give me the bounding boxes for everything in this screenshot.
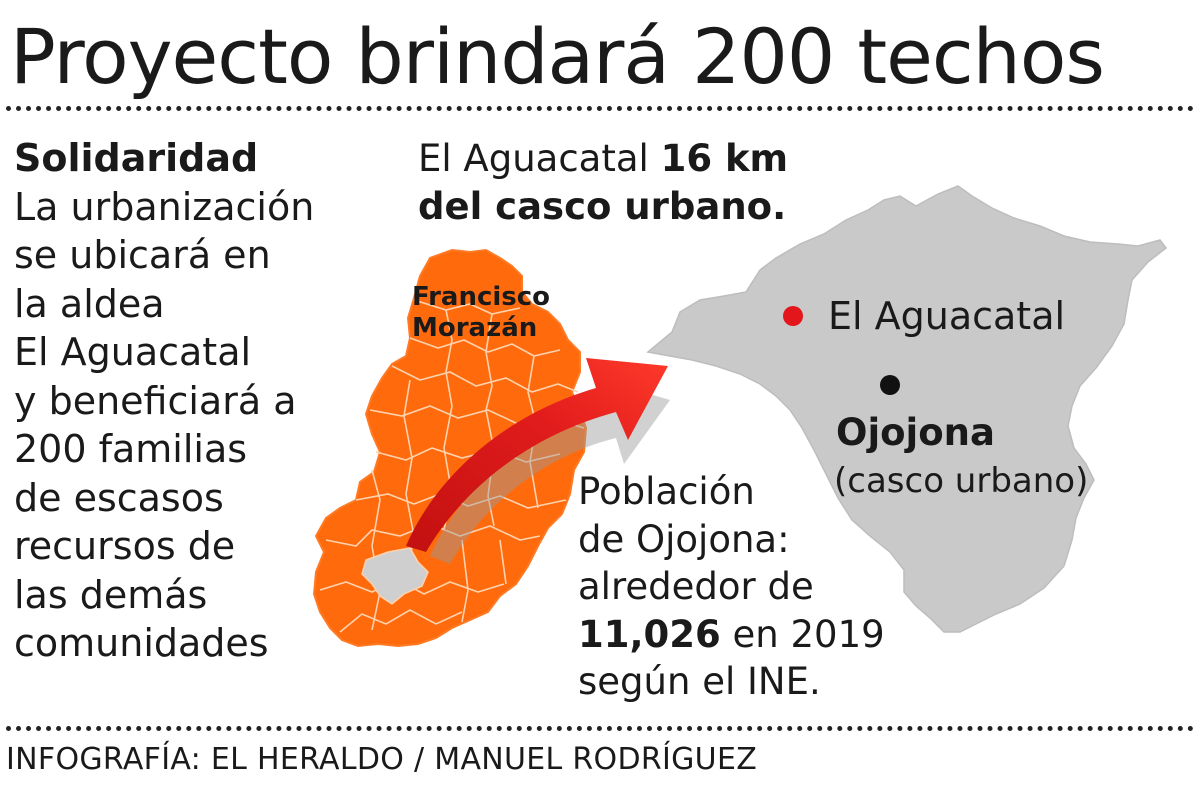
ojojona-municipality-shape: [646, 185, 1168, 633]
population-year: en 2019: [720, 612, 885, 656]
distance-km: 16 km: [660, 137, 789, 180]
francisco-morazan-department-shape: [312, 248, 588, 648]
population-number: 11,026: [578, 612, 721, 656]
side-line-1: La urbanización: [14, 184, 315, 229]
department-label-line-2: Morazán: [412, 313, 538, 343]
el-aguacatal-label: El Aguacatal: [828, 294, 1066, 338]
side-line-7: de escasos: [14, 475, 224, 520]
department-label: Francisco Morazán: [412, 282, 550, 344]
solidarity-heading: Solidaridad: [14, 136, 259, 180]
side-line-10: comunidades: [14, 621, 269, 665]
solidarity-text-block: Solidaridad La urbanización se ubicará e…: [14, 134, 314, 668]
distance-note: El Aguacatal 16 km del casco urbano.: [418, 135, 788, 231]
side-line-4: El Aguacatal: [14, 330, 252, 374]
ojojona-town-marker: [880, 375, 900, 395]
arrow-shadow: [430, 380, 670, 564]
bottom-dotted-divider: [6, 726, 1194, 731]
el-aguacatal-marker: [783, 306, 803, 326]
casco-urbano-label: (casco urbano): [834, 461, 1089, 501]
top-dotted-divider: [6, 106, 1194, 111]
population-line-2: de Ojojona:: [578, 517, 790, 561]
distance-prefix: El Aguacatal: [418, 137, 661, 180]
infographic-title: Proyecto brindará 200 techos: [10, 12, 1105, 101]
ojojona-in-department-shape: [361, 547, 429, 605]
department-label-line-1: Francisco: [412, 282, 551, 312]
side-line-5: y beneficiará a: [14, 378, 297, 423]
side-line-8: recursos de: [14, 524, 236, 568]
location-arrow: [406, 358, 668, 552]
side-line-3: la aldea: [14, 281, 165, 326]
side-line-9: las demás: [14, 572, 208, 617]
infographic-credit: INFOGRAFÍA: EL HERALDO / MANUEL RODRÍGUE…: [6, 742, 758, 777]
distance-suffix: del casco urbano.: [418, 185, 787, 228]
population-text-block: Población de Ojojona: alrededor de 11,02…: [578, 468, 885, 706]
ojojona-label: Ojojona: [836, 411, 995, 454]
population-source: según el INE.: [578, 660, 821, 703]
side-line-2: se ubicará en: [14, 233, 271, 277]
population-line-3: alrededor de: [578, 565, 814, 608]
population-line-1: Población: [578, 470, 755, 513]
side-line-6: 200 familias: [14, 427, 248, 471]
